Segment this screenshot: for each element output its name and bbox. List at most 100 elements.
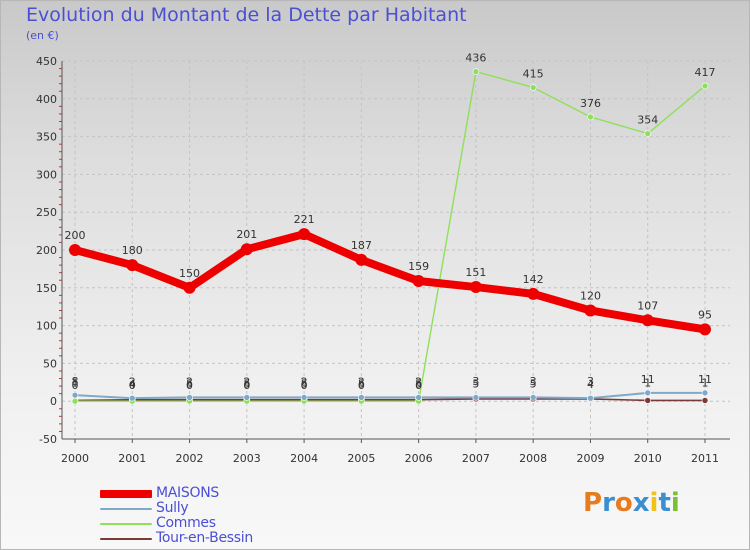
data-label: 107 (637, 299, 658, 312)
data-label: 221 (294, 213, 315, 226)
legend-label: Tour-en-Bessin (156, 530, 253, 546)
data-label: 1 (702, 376, 709, 389)
legend-swatch (100, 538, 152, 540)
x-tick-label: 2000 (61, 452, 89, 465)
data-point (128, 394, 136, 402)
data-point (355, 253, 368, 266)
series-line-maisons (71, 230, 709, 334)
data-label: 11 (698, 373, 712, 386)
data-point (644, 389, 652, 397)
chart-title: Evolution du Montant de la Dette par Hab… (26, 4, 467, 26)
data-point (183, 281, 196, 294)
data-label: 4 (129, 378, 136, 391)
data-label: 5 (530, 377, 537, 390)
y-tick-label: 300 (36, 168, 57, 181)
data-point (240, 243, 253, 256)
logo-letter: o (614, 488, 633, 518)
data-point (186, 394, 193, 401)
y-tick-label: 250 (36, 206, 57, 219)
x-tick-label: 2007 (462, 452, 490, 465)
data-point (472, 394, 480, 401)
data-point (701, 82, 709, 90)
data-label: 2 (415, 376, 422, 389)
data-label: 5 (415, 377, 422, 390)
x-tick-label: 2010 (634, 452, 662, 465)
data-label: 5 (186, 377, 193, 390)
data-label: 5 (472, 377, 479, 390)
legend-swatch (100, 508, 152, 510)
data-label: 3 (530, 375, 537, 388)
y-tick-label: 350 (36, 131, 57, 144)
data-label: 180 (122, 244, 143, 257)
data-point (701, 397, 709, 404)
x-tick-label: 2011 (691, 452, 719, 465)
y-tick-label: 50 (43, 357, 57, 370)
data-point (300, 394, 308, 401)
data-point (412, 274, 425, 287)
data-point (126, 259, 139, 272)
data-label: 415 (523, 67, 544, 80)
data-label: 0 (358, 379, 365, 392)
data-point (71, 397, 79, 405)
y-tick-label: 200 (36, 244, 57, 257)
data-label: 3 (472, 375, 479, 388)
data-label: 0 (72, 379, 79, 392)
data-label: 417 (695, 66, 716, 79)
data-label: 2 (129, 376, 136, 389)
x-tick-label: 2001 (118, 452, 146, 465)
data-point (644, 397, 652, 404)
data-label: 5 (301, 377, 308, 390)
logo-letter: x (632, 488, 650, 518)
data-label: 8 (72, 375, 79, 388)
logo-letter: t (658, 488, 671, 518)
data-label: 201 (236, 228, 257, 241)
x-tick-label: 2006 (405, 452, 433, 465)
data-point (529, 394, 537, 401)
data-point (469, 281, 482, 294)
data-label: 0 (301, 379, 308, 392)
data-point (699, 323, 711, 336)
logo-letter: i (670, 488, 680, 518)
grid (62, 60, 730, 440)
legend-label: Commes (156, 515, 216, 531)
data-label: 2 (186, 376, 193, 389)
data-label: 0 (415, 379, 422, 392)
x-tick-label: 2008 (519, 452, 547, 465)
x-tick-label: 2009 (576, 452, 604, 465)
data-label: 354 (637, 114, 658, 127)
data-point (529, 84, 537, 91)
data-point (243, 394, 251, 401)
series-line-commes (74, 70, 706, 402)
y-tick-label: 450 (36, 55, 57, 68)
data-label: 2 (243, 376, 250, 389)
legend-swatch (100, 523, 152, 525)
data-label: 5 (358, 377, 365, 390)
logo-letter: P (583, 488, 603, 518)
data-label: 3 (587, 375, 594, 388)
y-tick-label: 150 (36, 282, 57, 295)
data-label: 2 (358, 376, 365, 389)
proxiti-logo: Proxiti (583, 488, 680, 518)
data-point (298, 228, 311, 241)
legend-label: Sully (156, 500, 189, 516)
data-label: 5 (243, 377, 250, 390)
series-line-tour-en-bessin (74, 398, 706, 402)
data-point (472, 68, 480, 75)
data-label: 0 (129, 379, 136, 392)
data-label: 11 (641, 373, 655, 386)
data-point (587, 113, 594, 121)
x-tick-label: 2002 (176, 452, 204, 465)
data-label: 0 (243, 379, 250, 392)
data-point (71, 391, 79, 399)
data-point (527, 287, 540, 300)
data-label: 150 (179, 267, 200, 280)
x-tick-label: 2004 (290, 452, 318, 465)
data-label: 4 (587, 378, 594, 391)
data-label: 436 (465, 52, 486, 65)
data-label: 200 (65, 229, 86, 242)
data-label: 187 (351, 239, 372, 252)
data-point (358, 394, 365, 401)
